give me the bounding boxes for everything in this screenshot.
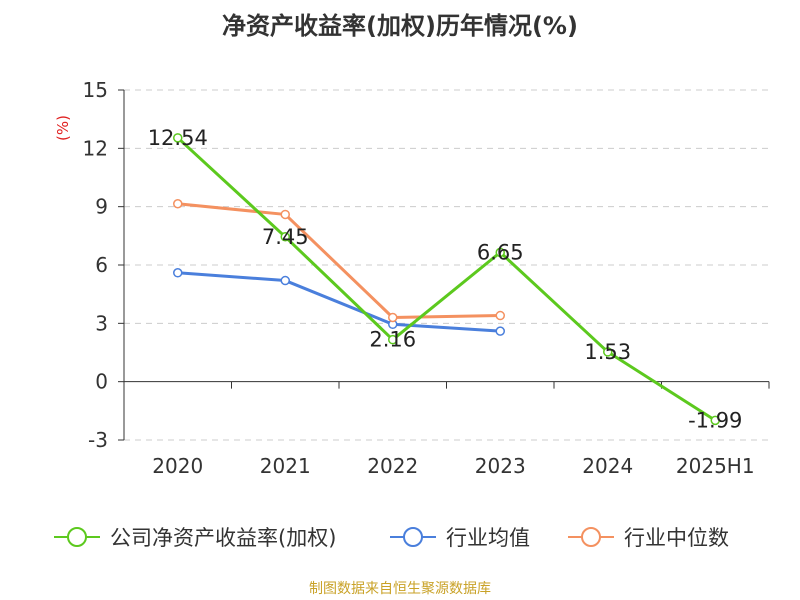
axes: 15 12 9 6 3 0 -3 (%) 2020 2021 2022 2023 2024 2025H1: [54, 78, 770, 478]
legend-marker: [403, 527, 423, 547]
data-label: 7.45: [262, 225, 309, 249]
y-tick-label: 0: [95, 370, 108, 394]
legend-label: 行业均值: [446, 526, 530, 550]
data-label: -1.99: [688, 408, 742, 432]
legend: 公司净资产收益率(加权) 行业均值 行业中位数: [54, 526, 729, 550]
series-line: [176, 136, 717, 422]
x-tick-label: 2025H1: [676, 454, 755, 478]
data-point: [280, 209, 290, 220]
data-point: [388, 334, 398, 345]
x-tick-label: 2020: [152, 454, 203, 478]
series-line: [177, 202, 501, 319]
x-tick-label: 2023: [475, 454, 526, 478]
data-point: [495, 326, 505, 336]
y-tick-label: 15: [83, 78, 108, 102]
data-label: 1.53: [584, 340, 631, 364]
data-point: [495, 247, 505, 258]
data-point: [173, 133, 183, 143]
data-point: [710, 415, 720, 426]
data-label: 2.16: [369, 328, 416, 352]
data-point: [603, 347, 613, 357]
data-point: [280, 232, 290, 242]
chart-title: 净资产收益率(加权)历年情况(%): [222, 12, 578, 40]
data-label: 12.54: [148, 126, 208, 150]
y-tick-label: 6: [95, 253, 108, 277]
x-tick-label: 2021: [260, 454, 311, 478]
data-point: [280, 275, 290, 286]
data-point: [173, 199, 183, 209]
y-tick-label: 3: [95, 311, 108, 335]
legend-marker: [67, 527, 87, 547]
grid-lines: [124, 89, 769, 441]
series-line: [177, 271, 501, 333]
y-axis-label: (%): [54, 115, 72, 141]
legend-marker: [581, 527, 601, 547]
x-tick-label: 2024: [582, 454, 633, 478]
y-tick-label: 9: [95, 195, 108, 219]
data-point: [495, 310, 505, 321]
source-note: 制图数据来自恒生聚源数据库: [309, 581, 491, 597]
x-tick-label: 2022: [367, 454, 418, 478]
data-labels: 12.54 7.45 2.16 6.65 1.53 -1.99: [148, 126, 743, 433]
legend-label: 行业中位数: [624, 526, 729, 550]
series-layer: [173, 133, 720, 426]
y-tick-label: -3: [88, 428, 108, 452]
legend-label: 公司净资产收益率(加权): [110, 526, 336, 550]
data-point: [173, 268, 183, 278]
y-tick-label: 12: [83, 136, 108, 160]
data-point: [388, 312, 398, 323]
data-label: 6.65: [477, 240, 524, 264]
